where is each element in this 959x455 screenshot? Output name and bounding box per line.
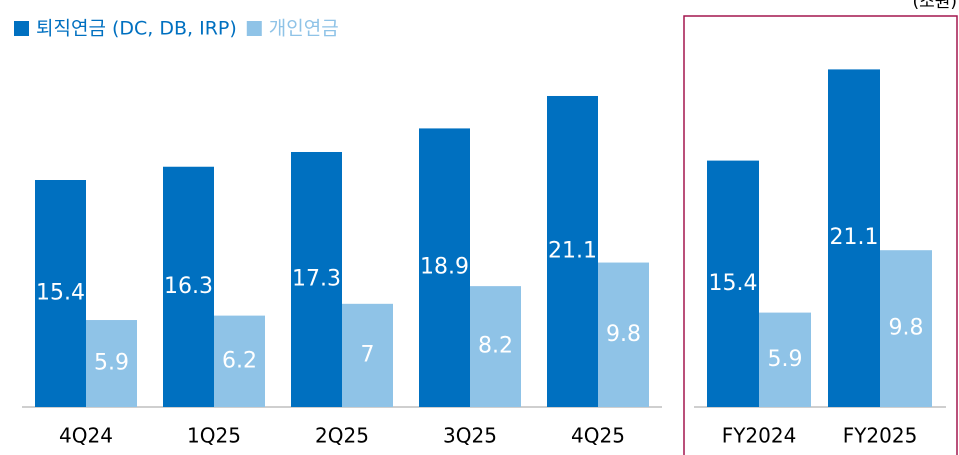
value-label: 9.8: [889, 316, 924, 341]
bar: [880, 250, 932, 407]
legend-swatch: [14, 21, 29, 36]
value-label: 8.2: [478, 334, 513, 359]
bar: [470, 286, 521, 407]
value-label: 16.3: [164, 274, 213, 299]
bar: [163, 166, 214, 407]
bar: [828, 69, 880, 408]
bar: [759, 312, 811, 407]
legend-label: 퇴직연금 (DC, DB, IRP): [36, 18, 237, 40]
bar: [598, 262, 649, 407]
value-label: 15.4: [709, 271, 758, 296]
value-label: 7: [361, 342, 375, 367]
value-label: 15.4: [36, 281, 85, 306]
legend-label: 개인연금: [269, 18, 339, 40]
bar: [35, 180, 86, 407]
highlight-box: [683, 15, 958, 455]
value-label: 5.9: [768, 347, 803, 372]
bar: [419, 128, 470, 407]
bar: [214, 315, 265, 407]
x-tick-label: FY2024: [722, 424, 797, 448]
x-tick-label: 1Q25: [187, 424, 241, 448]
x-tick-label: FY2025: [843, 424, 918, 448]
x-tick-label: 4Q24: [59, 424, 113, 448]
bar: [86, 320, 137, 407]
value-label: 9.8: [606, 322, 641, 347]
bar: [547, 95, 598, 408]
x-tick-label: 2Q25: [315, 424, 369, 448]
bar: [707, 160, 759, 407]
legend-swatch: [246, 21, 262, 36]
value-label: 6.2: [222, 348, 257, 373]
value-label: 18.9: [420, 255, 469, 280]
bar: [291, 151, 342, 407]
unit-label: (조원): [912, 0, 957, 12]
bar: [342, 303, 393, 407]
value-label: 5.9: [94, 351, 129, 376]
value-label: 17.3: [292, 266, 341, 291]
x-tick-label: 4Q25: [571, 424, 625, 448]
x-tick-label: 3Q25: [443, 424, 497, 448]
value-label: 21.1: [830, 225, 879, 250]
value-label: 21.1: [548, 238, 597, 263]
